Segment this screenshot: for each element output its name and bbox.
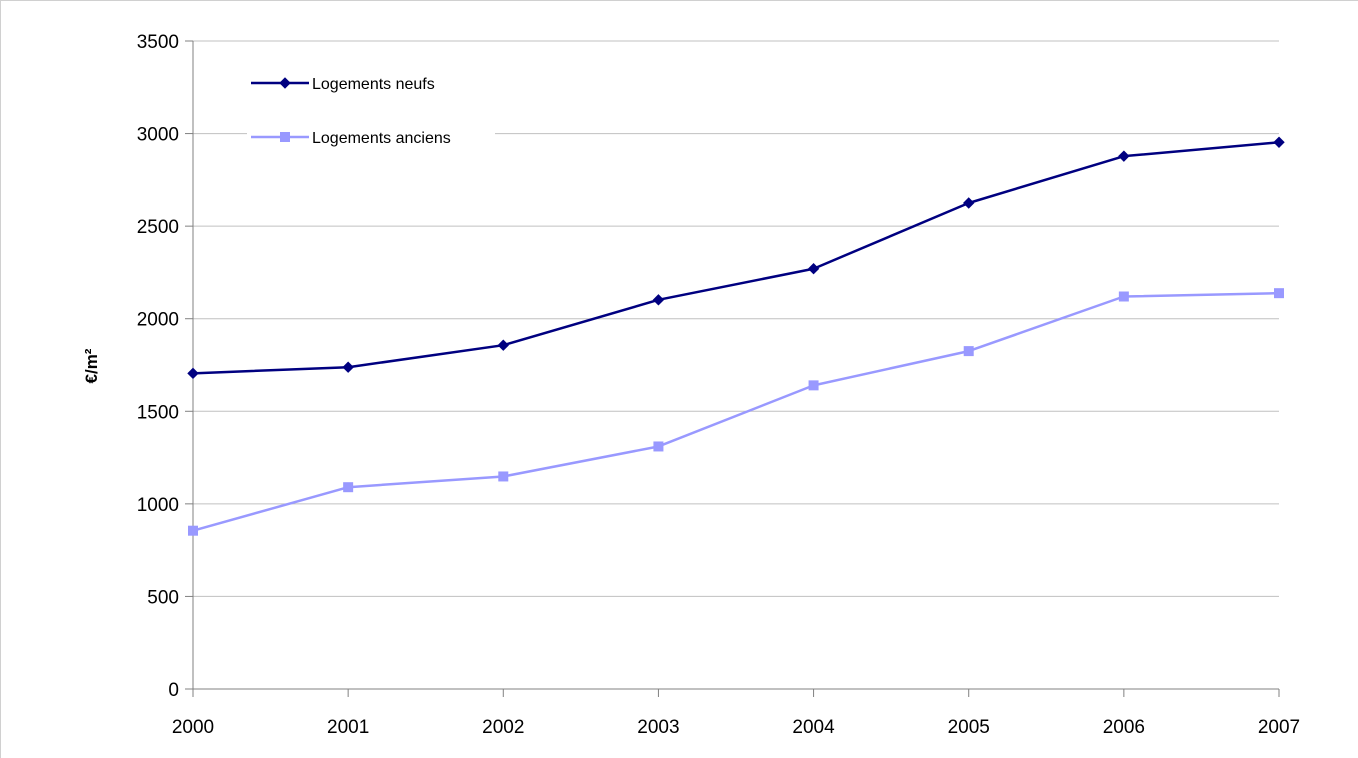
- y-tick-label: 3000: [137, 125, 179, 146]
- x-tick-label: 2005: [948, 717, 990, 738]
- y-tick-label: 1500: [137, 402, 179, 423]
- data-point: [653, 441, 664, 452]
- data-point: [497, 339, 509, 351]
- data-point: [1118, 150, 1130, 162]
- data-point: [187, 367, 199, 380]
- x-tick-label: 2007: [1258, 717, 1300, 738]
- legend-label: Logements neufs: [312, 76, 435, 93]
- legend-label: Logements anciens: [312, 130, 451, 147]
- data-point: [1118, 291, 1129, 302]
- legend-background: [247, 63, 495, 167]
- legend-swatch-marker: [279, 77, 291, 89]
- series-1: [187, 136, 1285, 380]
- legend-swatch-marker: [280, 132, 290, 142]
- x-tick-label: 2001: [327, 717, 369, 738]
- y-tick-label: 0: [168, 680, 179, 701]
- series-2: [188, 288, 1284, 536]
- x-tick-label: 2006: [1103, 717, 1145, 738]
- x-tick-label: 2000: [172, 717, 214, 738]
- data-point: [963, 346, 974, 357]
- data-point: [1273, 136, 1285, 148]
- data-point: [808, 380, 819, 391]
- data-point: [342, 361, 354, 373]
- data-point: [188, 525, 198, 536]
- series-line: [192, 291, 1280, 532]
- y-tick-label: 2500: [137, 217, 179, 238]
- data-point: [1274, 288, 1284, 299]
- data-point: [963, 197, 975, 209]
- data-point: [498, 471, 509, 482]
- x-tick-label: 2002: [482, 717, 524, 738]
- series-line: [192, 141, 1280, 375]
- x-tick-label: 2004: [792, 717, 835, 738]
- series-layer: [187, 136, 1285, 536]
- data-point: [652, 294, 665, 306]
- y-tick-label: 500: [147, 587, 179, 608]
- legend: Logements neufs Logements anciens: [247, 63, 495, 167]
- y-tick-label: 2000: [137, 310, 179, 331]
- y-tick-label: 3500: [137, 32, 179, 53]
- y-tick-label: 1000: [137, 495, 179, 516]
- data-point: [807, 263, 820, 275]
- y-axis-title: €/m²: [82, 348, 101, 383]
- data-point: [343, 482, 354, 493]
- axes: 0 500 1000 1500 2000 2500 3000 3500 2000 2001 2002…: [137, 32, 1300, 738]
- x-tick-label: 2003: [637, 717, 679, 738]
